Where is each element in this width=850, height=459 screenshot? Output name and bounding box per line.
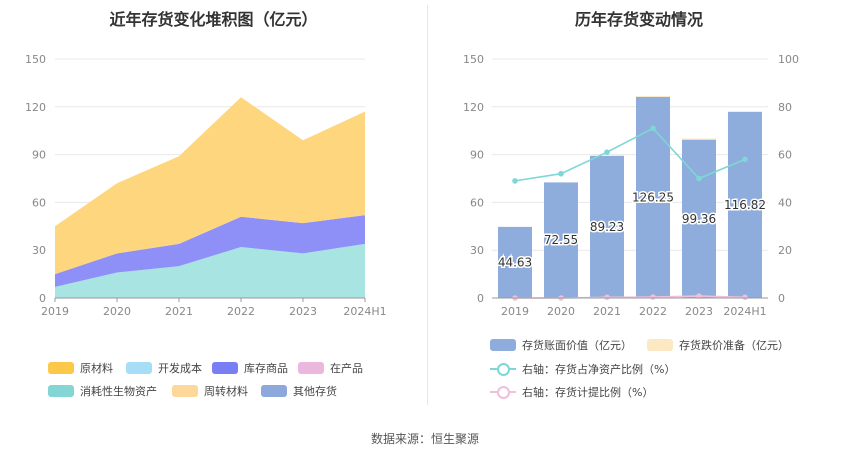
bar	[728, 111, 762, 299]
y-tick-label: 30	[32, 244, 46, 257]
bar	[498, 226, 532, 298]
line-point	[604, 294, 610, 301]
y2-tick-label: 40	[778, 196, 792, 209]
x-tick-label: 2023	[685, 305, 713, 318]
panel-divider	[427, 5, 428, 405]
x-tick-label: 2021	[165, 305, 193, 318]
data-source: 数据来源：恒生聚源	[370, 432, 479, 446]
legend-swatch	[490, 339, 516, 351]
line-point	[742, 156, 748, 163]
left-chart-title: 近年存货变化堆积图（亿元）	[109, 10, 318, 29]
x-tick-label: 2019	[41, 305, 69, 318]
bar-value-label: 99.36	[682, 212, 716, 226]
line-point	[512, 178, 518, 184]
x-tick-label: 2019	[501, 305, 529, 318]
line-series-0	[514, 127, 746, 182]
line-point	[650, 125, 656, 132]
line-point	[696, 293, 702, 299]
legend-item-raw-materials[interactable]: 原材料	[48, 360, 113, 376]
line-point	[604, 149, 610, 156]
x-tick-label: 2024H1	[343, 305, 386, 318]
legend-label: 右轴：存货计提比例（%）	[522, 386, 654, 399]
y-tick-label: 120	[25, 101, 46, 114]
x-tick-label: 2022	[227, 305, 255, 318]
legend-line-marker	[490, 386, 516, 399]
line-point	[696, 175, 702, 182]
legend-label: 右轴：存货占净资产比例（%）	[522, 363, 676, 376]
legend-item-other-inventory[interactable]: 其他存货	[261, 383, 337, 399]
x-tick-label: 2021	[593, 305, 621, 318]
legend-label: 消耗性生物资产	[80, 385, 157, 398]
legend-item-impairment-reserve[interactable]: 存货跌价准备（亿元）	[647, 337, 789, 353]
bar	[590, 155, 624, 298]
x-tick-label: 2024H1	[723, 305, 766, 318]
bar-value-label: 89.23	[590, 220, 624, 234]
legend-item-development-cost[interactable]: 开发成本	[126, 360, 202, 376]
legend-label: 原材料	[80, 362, 113, 375]
legend-swatch	[647, 339, 673, 351]
legend-item-finished-goods[interactable]: 库存商品	[212, 360, 288, 376]
legend-swatch	[172, 385, 198, 397]
bar-value-label: 126.25	[632, 190, 674, 204]
area-series-1	[55, 215, 365, 287]
line-point	[650, 294, 656, 300]
legend-label: 周转材料	[204, 385, 248, 398]
x-tick-label: 2022	[639, 305, 667, 318]
x-tick-label: 2020	[103, 305, 131, 318]
bar-reserve	[728, 111, 762, 112]
bar-reserve	[682, 138, 716, 140]
bar	[544, 182, 578, 298]
legend-label: 存货跌价准备（亿元）	[679, 339, 789, 352]
legend-item-book-value[interactable]: 存货账面价值（亿元）	[490, 337, 632, 353]
y-tick-label: 90	[470, 149, 484, 162]
legend-item-provision-ratio[interactable]: 右轴：存货计提比例（%）	[490, 384, 653, 400]
y-tick-label: 150	[25, 53, 46, 66]
y-tick-label: 90	[32, 149, 46, 162]
legend-label: 其他存货	[293, 385, 337, 398]
legend-item-turnover-materials[interactable]: 周转材料	[172, 383, 248, 399]
legend-swatch	[261, 385, 287, 397]
y2-tick-label: 60	[778, 149, 792, 162]
y2-tick-label: 20	[778, 244, 792, 257]
y-tick-label: 0	[39, 292, 46, 305]
legend-swatch	[48, 385, 74, 397]
legend-line-marker	[490, 363, 516, 376]
area-series-2	[55, 97, 365, 275]
legend-item-inventory-to-net-assets[interactable]: 右轴：存货占净资产比例（%）	[490, 361, 675, 377]
right-bar-chart: 0 30 60 90 120 150 0 20 40 60 80 100 44.63 72.55 89.23…	[463, 53, 799, 318]
line-point	[742, 294, 748, 301]
legend-swatch	[126, 362, 152, 374]
legend-swatch	[48, 362, 74, 374]
right-chart-title: 历年存货变动情况	[574, 10, 703, 29]
legend-item-biological-assets[interactable]: 消耗性生物资产	[48, 383, 157, 399]
y-tick-label: 30	[470, 244, 484, 257]
y-tick-label: 150	[463, 53, 484, 66]
y-tick-label: 60	[470, 196, 484, 209]
legend-label: 库存商品	[244, 362, 288, 375]
y-tick-label: 60	[32, 196, 46, 209]
bar-value-label: 72.55	[544, 233, 578, 247]
legend-label: 存货账面价值（亿元）	[522, 339, 632, 352]
bar-value-label: 44.63	[498, 255, 532, 269]
x-tick-label: 2023	[289, 305, 317, 318]
area-series-0	[55, 243, 365, 298]
y2-tick-label: 0	[778, 292, 785, 305]
line-point	[558, 170, 564, 177]
legend-item-work-in-progress[interactable]: 在产品	[298, 360, 363, 376]
x-tick-label: 2020	[547, 305, 575, 318]
legend-label: 开发成本	[158, 362, 202, 375]
bar-value-label: 116.82	[724, 198, 766, 212]
left-area-chart: 0 30 60 90 120 150 2019 2020 2021 2022 2023 2024H1	[25, 53, 387, 318]
y-tick-label: 120	[463, 101, 484, 114]
y2-tick-label: 80	[778, 101, 792, 114]
y2-tick-label: 100	[778, 53, 799, 66]
y-tick-label: 0	[477, 292, 484, 305]
bar-reserve	[636, 96, 670, 97]
legend-swatch	[212, 362, 238, 374]
legend-swatch	[298, 362, 324, 374]
legend-label: 在产品	[330, 362, 363, 375]
